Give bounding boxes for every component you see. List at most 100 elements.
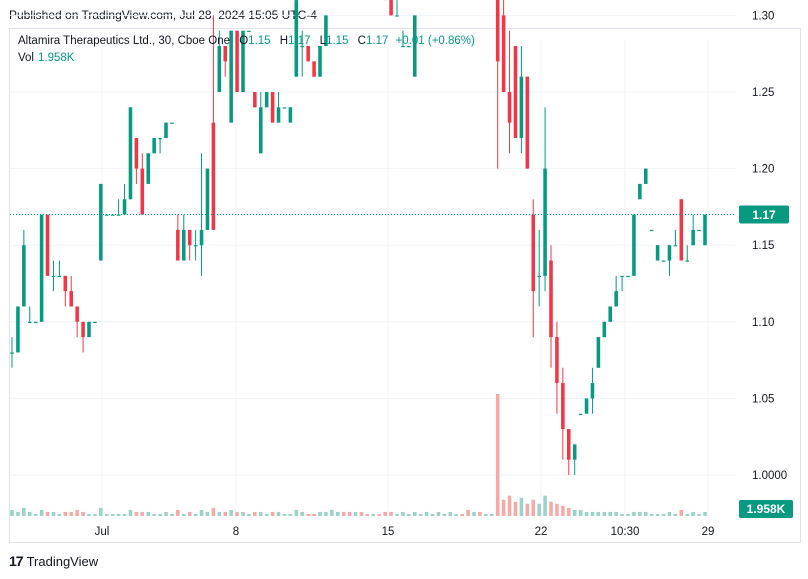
y-tick-label: 1.05 [752,393,774,405]
volume-bar [507,495,512,516]
volume-bar [679,509,684,516]
volume-bar [10,509,14,516]
x-tick-label: 10:30 [611,526,640,538]
footer: 17 TradingView [9,553,98,573]
volume-bar [324,511,328,516]
candle-body [632,214,636,276]
volume-bar [205,511,210,516]
tradingview-logo[interactable]: 17 TradingView [9,553,98,569]
x-tick-label: 8 [233,526,239,538]
candle-body [116,214,121,216]
volume-bar [489,513,494,516]
volume-bar [673,513,678,516]
volume-bar [110,513,115,516]
candle-body [572,444,577,460]
candle-body [164,122,168,138]
volume-bar [649,513,654,516]
volume-bar [140,511,145,516]
volume-bar [596,511,601,516]
candle-body [703,214,707,246]
legend-low-value: 1.15 [326,35,349,47]
volume-bar [264,513,269,516]
volume-bar [253,511,257,516]
volume-bar [300,511,305,516]
candle-body [63,275,68,292]
volume-bar [99,507,103,516]
y-tick-label: 1.0000 [752,470,787,482]
candle-body [199,229,204,246]
volume-bar [436,511,441,516]
last-volume-label: 1.958K [747,502,786,516]
candle-body [626,275,630,278]
volume-bar [608,511,613,516]
volume-bar [466,509,470,516]
candle-body [69,291,74,307]
volume-bar [128,509,133,516]
candle-body [566,429,571,460]
candle-body [507,92,512,123]
candle-body [407,46,411,48]
candle-body [578,413,583,415]
volume-bar [377,513,382,516]
legend-close-value: 1.17 [365,35,389,47]
volume-bar [389,511,393,516]
volume-bar [620,513,624,516]
last-price-badge [739,205,789,224]
tradingview-logo-icon: 17 [9,553,24,569]
candle-body [543,168,547,276]
volume-bar [176,509,180,516]
candle-body [81,321,85,338]
volume-bar [632,511,636,516]
volume-bar [116,513,121,516]
candle-body [649,229,654,232]
tradingview-brand: TradingView [26,553,99,569]
volume-label: Vol [18,52,34,64]
candle-body [691,229,695,246]
volume-bar [661,513,666,516]
candle-body [170,122,174,124]
candle-body [211,122,216,230]
legend-high-label: H [279,35,289,47]
candle-body [401,46,405,48]
volume-bar [655,513,660,516]
volume-bar [57,513,62,516]
volume-bar [347,511,352,516]
candle-body [282,107,287,109]
volume-bar [122,513,127,516]
candle-body [525,76,530,169]
candle-body [27,321,32,323]
volume-bar [235,511,239,516]
candle-body [513,46,518,138]
candle-body [602,321,607,338]
candle-body [205,168,210,230]
volume-bar [561,505,565,516]
volume-bar [412,511,417,516]
volume-bar [258,511,263,516]
volume-bar [614,511,618,516]
candle-body [99,183,103,261]
candle-body [176,229,180,261]
candle-body [104,214,109,216]
candle-body [264,92,269,108]
volume-bar [519,497,524,516]
volume-bar [424,511,429,516]
candle-body [128,107,133,200]
candle-body [247,30,251,32]
candle-body [270,92,275,123]
volume-bar [22,507,26,516]
volume-bar [247,513,251,516]
volume-bar [543,495,547,516]
volume-bar [294,509,299,516]
volume-bar [531,499,536,516]
chart-frame [9,28,801,543]
candle-body [122,199,127,215]
candle-body [306,46,310,62]
volume-bar [401,511,405,516]
candle-body [16,306,20,353]
volume-bar [590,511,595,516]
volume-bar [602,511,607,516]
legend-change: +0.01 (+0.86%) [395,35,475,47]
candle-body [258,107,263,154]
candle-body [193,245,198,247]
